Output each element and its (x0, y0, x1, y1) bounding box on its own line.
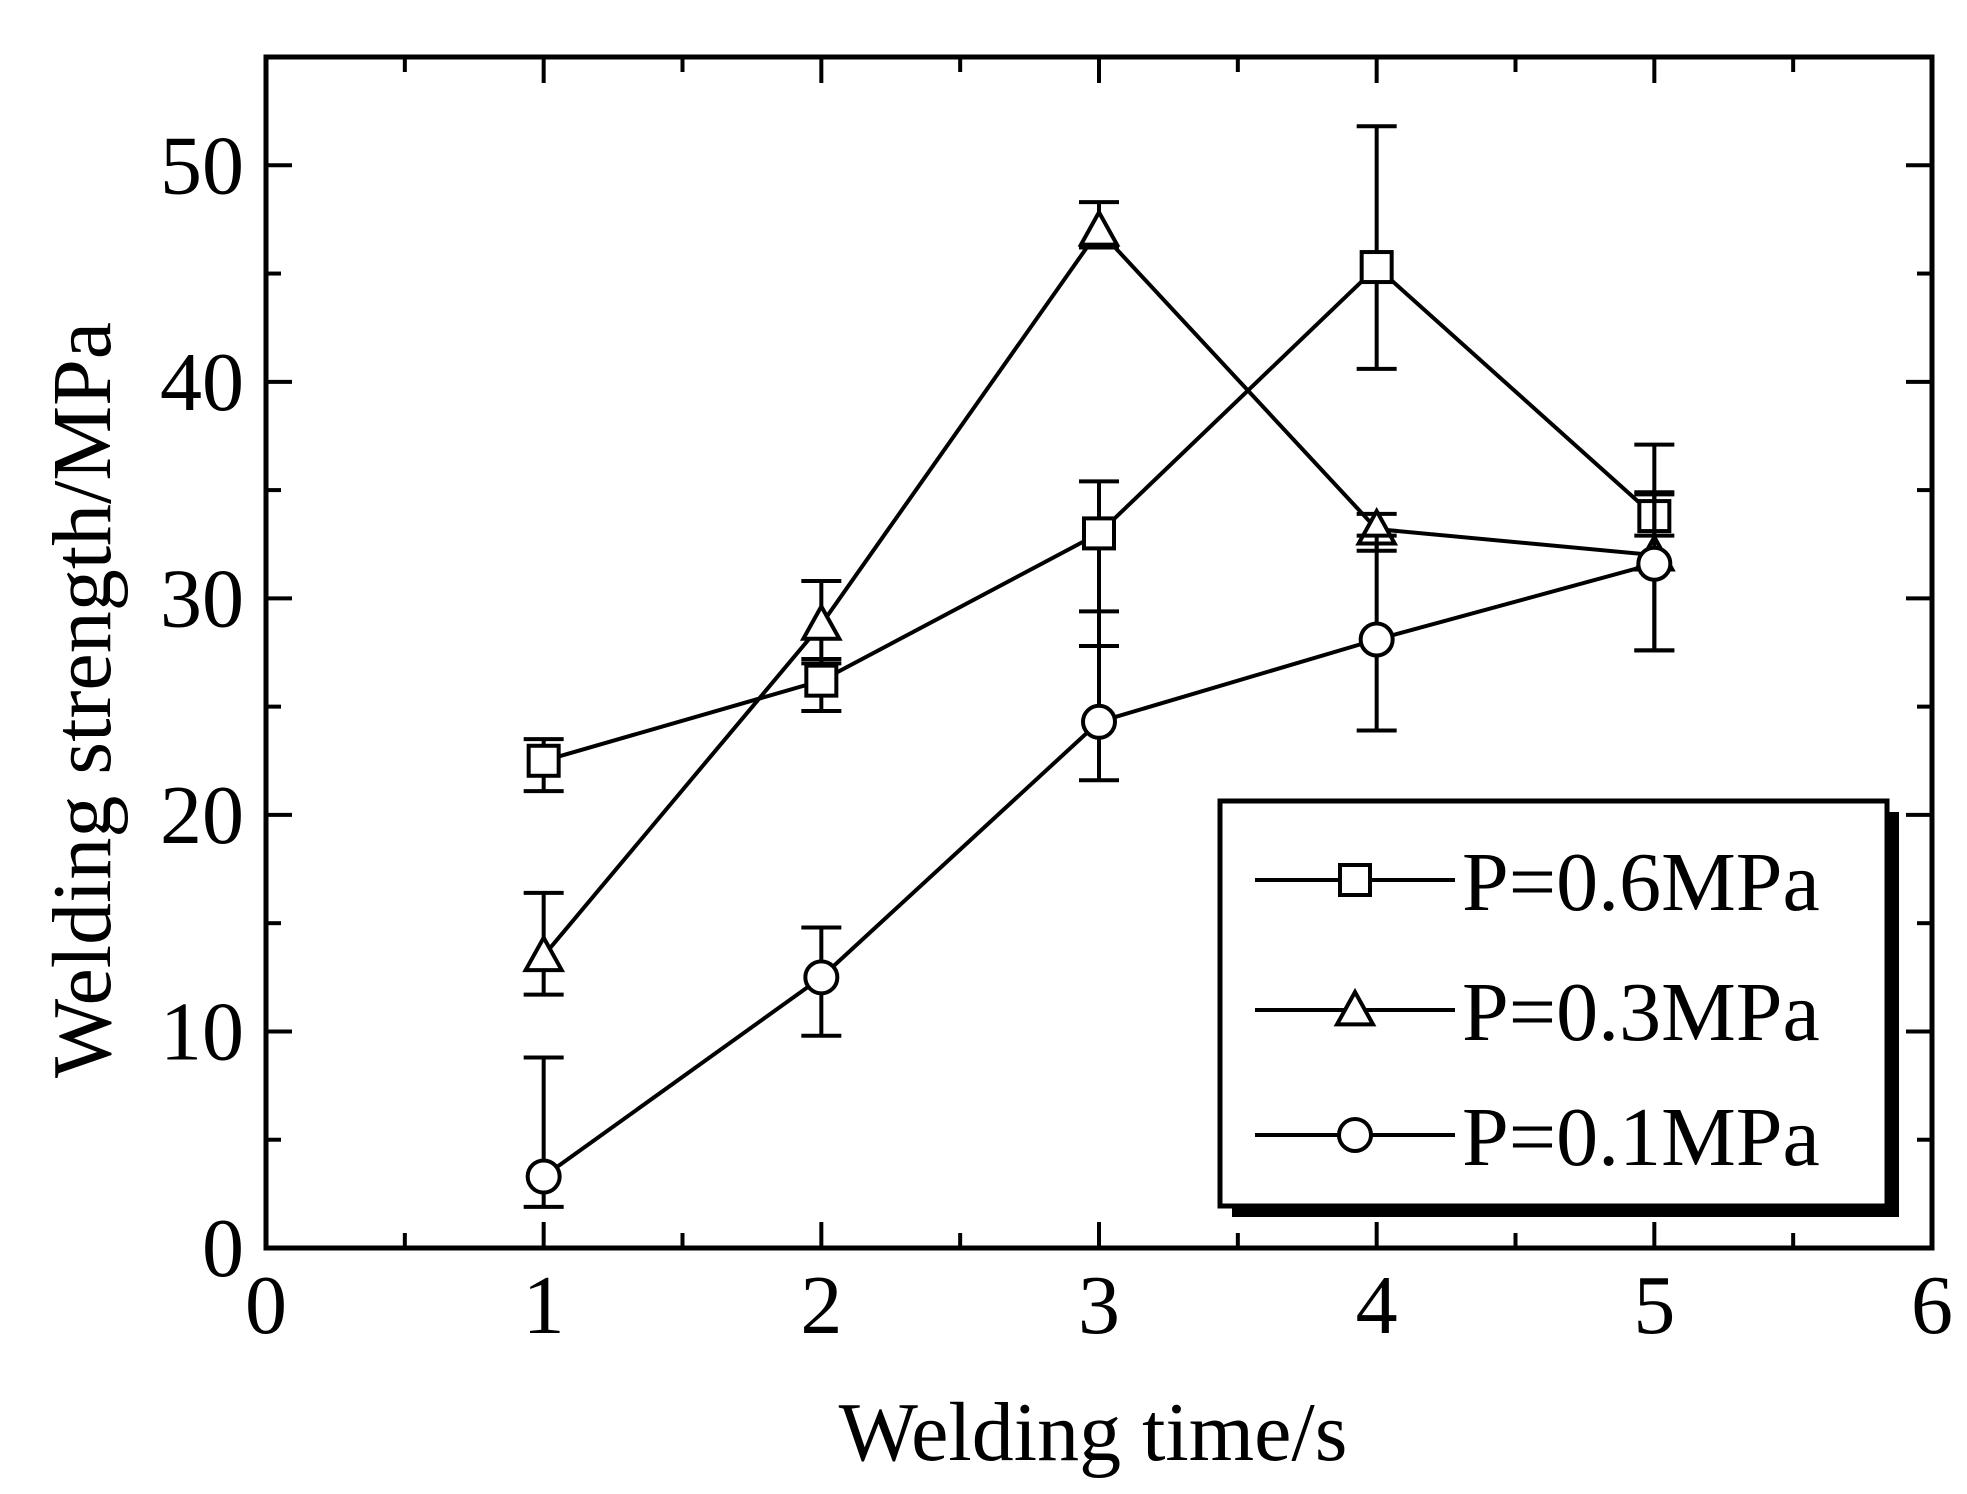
legend: P=0.6MPa P=0.3MPa P=0.1MPa (1217, 798, 1899, 1217)
y-tick-label: 40 (160, 336, 244, 429)
data-point (804, 663, 839, 698)
legend-label: P=0.1MPa (1462, 1091, 1820, 1184)
data-point (522, 933, 566, 973)
legend-entry: P=0.3MPa (1255, 966, 1820, 1059)
x-tick-label: 4 (1356, 1259, 1398, 1352)
x-tick-label: 0 (245, 1259, 287, 1352)
legend-marker (1338, 863, 1372, 897)
x-tick-label: 3 (1078, 1259, 1120, 1352)
data-point (1358, 621, 1395, 658)
x-axis-title: Welding time/s (839, 1386, 1348, 1479)
data-point (526, 743, 561, 778)
legend-marker (1333, 987, 1377, 1027)
legend-marker (1337, 1117, 1373, 1153)
series-circle (523, 490, 1675, 1209)
x-tick-label: 2 (800, 1259, 842, 1352)
data-point (799, 602, 843, 641)
y-tick-label: 30 (160, 552, 244, 645)
legend-label: P=0.6MPa (1462, 836, 1820, 929)
legend-box (1217, 798, 1890, 1209)
data-point (1082, 516, 1116, 551)
data-point (1077, 208, 1121, 247)
data-point (1081, 703, 1117, 740)
legend-entry: P=0.6MPa (1255, 836, 1820, 929)
x-tick-label: 6 (1911, 1259, 1953, 1352)
y-tick-label: 20 (160, 769, 244, 862)
data-point (803, 959, 840, 996)
legend-entry: P=0.1MPa (1255, 1091, 1820, 1184)
data-point (525, 1158, 562, 1195)
y-axis-title: Welding strength/MPa (36, 322, 129, 1078)
y-tick-label: 0 (202, 1202, 244, 1295)
x-tick-label: 1 (523, 1259, 565, 1352)
series (522, 124, 1676, 1209)
y-tick-label: 10 (160, 985, 244, 1078)
y-tick-label: 50 (160, 119, 244, 212)
data-point (1359, 250, 1394, 285)
ticks: 0 1 2 3 4 5 6 0 10 20 30 40 50 (160, 57, 1953, 1352)
legend-label: P=0.3MPa (1462, 966, 1820, 1059)
data-point (1636, 545, 1673, 582)
x-tick-label: 5 (1633, 1259, 1675, 1352)
